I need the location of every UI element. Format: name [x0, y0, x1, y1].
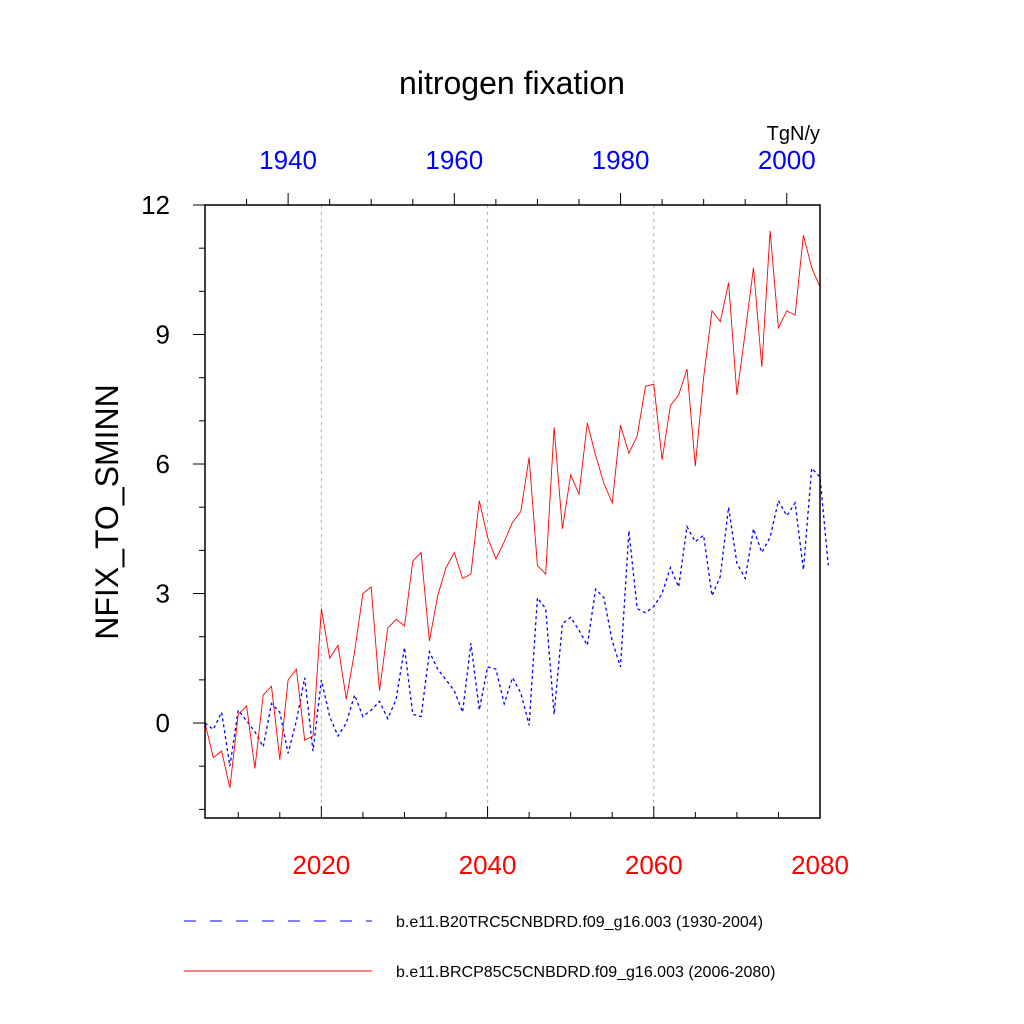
- legend: b.e11.B20TRC5CNBDRD.f09_g16.003 (1930-20…: [184, 914, 775, 981]
- x-tick-label: 2020: [292, 850, 350, 880]
- x-tick-label: 2060: [625, 850, 683, 880]
- top-tick-label: 1980: [592, 145, 650, 175]
- x-tick-label: 2080: [791, 850, 849, 880]
- y-tick-label: 0: [156, 708, 170, 738]
- plot-frame: [204, 204, 821, 819]
- y-tick-label: 9: [156, 320, 170, 350]
- legend-label: b.e11.BRCP85C5CNBDRD.f09_g16.003 (2006-2…: [396, 964, 775, 981]
- units-label: TgN/y: [767, 123, 820, 145]
- axis-tick-labels: 2020 2040 2060 2080 1940 1960 1980 2000 0 3 6 9 12: [141, 145, 849, 880]
- series-historical-line: [204, 466, 829, 767]
- y-tick-label: 6: [156, 449, 170, 479]
- axis-ticks: [193, 193, 821, 818]
- top-tick-label: 2000: [758, 145, 816, 175]
- y-tick-label: 12: [141, 190, 170, 220]
- series-lines: [204, 230, 829, 788]
- y-tick-label: 3: [156, 579, 170, 609]
- top-tick-label: 1940: [259, 145, 317, 175]
- legend-label: b.e11.B20TRC5CNBDRD.f09_g16.003 (1930-20…: [396, 914, 763, 931]
- top-tick-label: 1960: [425, 145, 483, 175]
- grid-lines: [320, 205, 655, 818]
- series-rcp85-line: [204, 230, 821, 788]
- chart-title: nitrogen fixation: [399, 65, 625, 101]
- x-tick-label: 2040: [459, 850, 517, 880]
- y-axis-label: NFIX_TO_SMINN: [89, 384, 125, 639]
